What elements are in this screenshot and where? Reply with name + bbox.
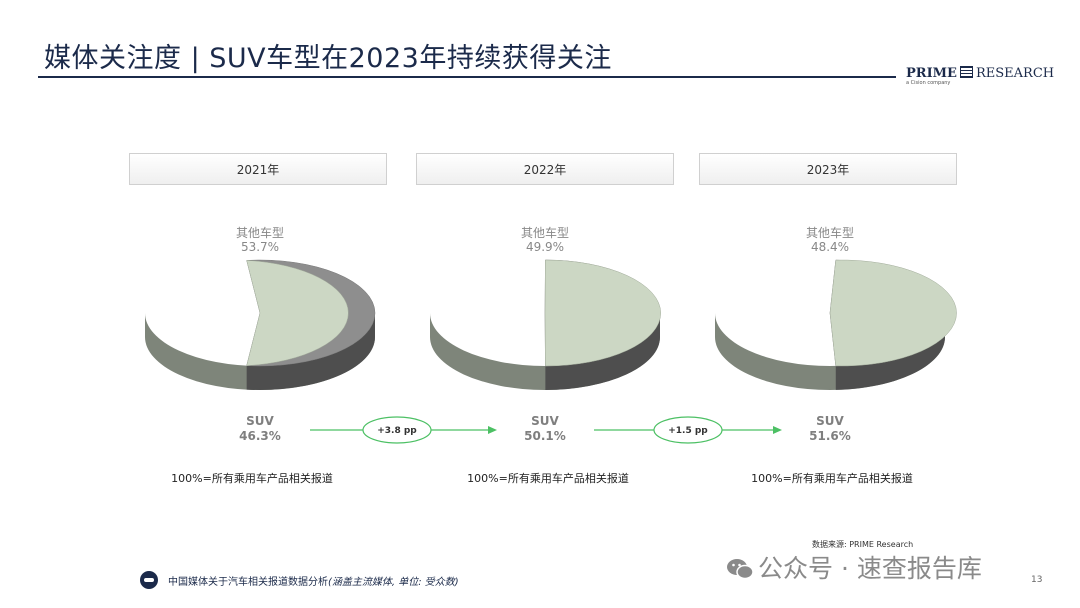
year-label: 2021年 [236,162,280,177]
logo-mark-icon [959,66,973,78]
change-label: +1.5 pp [668,426,708,436]
logo-subtitle: a Cision company [906,80,951,86]
pie-side-wall-other [835,313,945,390]
footer-text: 中国媒体关于汽车相关报道数据分析(涵盖主流媒体, 单位: 受众数) [168,573,459,588]
change-oval [362,416,432,444]
footer-italic: (涵盖主流媒体, 单位: 受众数) [328,577,459,588]
pie-side-wall-other [246,313,375,390]
pie-value-other: 48.4% [811,240,849,254]
data-source: 数据来源: PRIME Research [812,540,914,549]
watermark: 公众号 · 速查报告库 [726,549,982,585]
pie-label-other: 其他车型 [806,225,854,240]
footer-main: 中国媒体关于汽车相关报道数据分析 [168,577,328,588]
logo-bold-text: PRIME [906,66,957,81]
year-panel-2023: 2023年 [699,153,957,185]
pie-value-suv: 51.6% [809,429,851,443]
pie-slice-suv [246,260,349,366]
title-divider [38,76,896,78]
pie-label-suv: SUV [246,414,274,428]
pie-side-wall-other [545,313,660,390]
pie-value-suv: 50.1% [524,429,566,443]
pie-label-suv: SUV [531,414,559,428]
change-oval [653,416,723,444]
year-label: 2023年 [806,162,850,177]
pie-value-suv: 46.3% [239,429,281,443]
prime-research-logo: PRIME RESEARCH a Cision company [906,66,1056,86]
year-panel-2021: 2021年 [129,153,387,185]
pie-slice-suv [829,259,957,367]
pie-value-other: 53.7% [241,240,279,254]
watermark-text: 公众号 · 速查报告库 [758,554,982,583]
change-label: +3.8 pp [377,426,417,436]
pie-slice-suv [544,259,661,367]
car-badge-icon [140,571,158,589]
change-arrow-head [773,426,782,434]
base-note-2022: 100%=所有乘用车产品相关报道 [467,472,629,485]
base-note-2021: 100%=所有乘用车产品相关报道 [171,472,333,485]
base-note-2023: 100%=所有乘用车产品相关报道 [751,472,913,485]
page-number: 13 [1031,575,1043,585]
pie-label-other: 其他车型 [236,225,284,240]
logo-light-text: RESEARCH [975,66,1055,81]
year-panel-2022: 2022年 [416,153,674,185]
pie-value-other: 49.9% [526,240,564,254]
change-arrow-head [488,426,497,434]
pie-label-suv: SUV [816,414,844,428]
year-label: 2022年 [523,162,567,177]
page-title: 媒体关注度 | SUV车型在2023年持续获得关注 [44,43,612,74]
pie-label-other: 其他车型 [521,225,569,240]
wechat-icon [727,559,754,580]
